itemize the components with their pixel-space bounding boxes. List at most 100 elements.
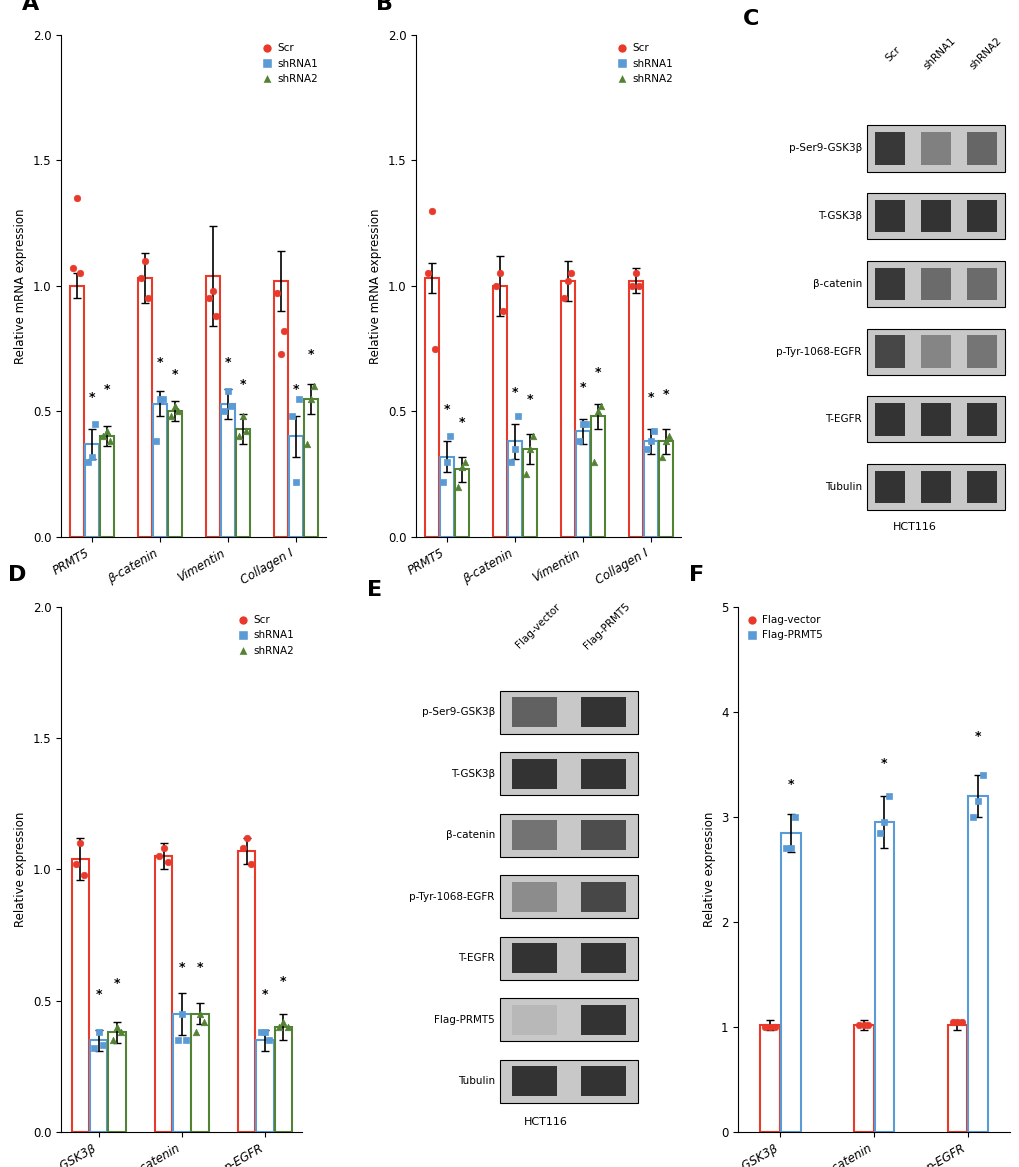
Point — [87, 1039, 103, 1057]
Point — [457, 452, 473, 470]
Y-axis label: Relative mRNA expression: Relative mRNA expression — [14, 208, 28, 364]
Point — [782, 839, 798, 858]
Point — [155, 839, 171, 858]
Point — [969, 791, 985, 810]
Point — [269, 284, 285, 302]
Bar — [274, 1027, 291, 1132]
Bar — [581, 759, 626, 789]
Point — [113, 1022, 129, 1041]
Bar — [512, 881, 556, 911]
Text: HCT116: HCT116 — [524, 1117, 568, 1127]
Point — [243, 854, 259, 873]
Bar — [512, 1065, 556, 1096]
Point — [170, 401, 186, 420]
Point — [639, 440, 655, 459]
Y-axis label: Relative expression: Relative expression — [14, 812, 28, 927]
Text: *: * — [239, 378, 246, 391]
Bar — [69, 286, 84, 537]
Point — [555, 289, 572, 308]
Bar — [873, 822, 894, 1132]
Bar — [866, 260, 1004, 307]
Bar — [581, 1065, 626, 1096]
Point — [95, 1036, 111, 1055]
Text: *: * — [96, 987, 102, 1000]
Point — [491, 264, 507, 282]
Bar — [967, 796, 986, 1132]
Text: HCT116: HCT116 — [892, 522, 935, 532]
Bar — [581, 1005, 626, 1035]
Bar — [658, 441, 673, 537]
Text: B: B — [376, 0, 393, 14]
Text: *: * — [647, 391, 653, 404]
Text: *: * — [458, 415, 465, 429]
Bar — [874, 471, 904, 503]
Text: *: * — [197, 962, 203, 974]
Point — [84, 447, 100, 466]
Point — [964, 808, 980, 826]
Point — [592, 397, 608, 415]
Text: *: * — [974, 731, 980, 743]
Text: *: * — [224, 356, 231, 369]
Point — [502, 452, 519, 470]
Bar — [874, 132, 904, 165]
Text: *: * — [262, 987, 268, 1000]
Bar — [424, 279, 438, 537]
Bar — [866, 193, 1004, 239]
Point — [859, 1015, 875, 1034]
Bar — [575, 432, 589, 537]
Point — [441, 427, 458, 446]
Text: *: * — [787, 777, 793, 791]
Point — [284, 407, 301, 426]
Point — [216, 401, 232, 420]
Bar — [866, 125, 1004, 172]
Point — [177, 1030, 194, 1049]
Bar — [866, 329, 1004, 375]
Bar — [920, 267, 950, 300]
Point — [756, 1018, 772, 1036]
Bar — [512, 698, 556, 727]
Point — [944, 1012, 960, 1032]
Point — [99, 422, 115, 441]
Bar — [220, 404, 234, 537]
Point — [574, 414, 590, 433]
Text: *: * — [511, 386, 518, 399]
Bar — [206, 275, 220, 537]
Text: β-catenin: β-catenin — [445, 830, 494, 840]
Point — [488, 277, 504, 295]
Bar — [920, 471, 950, 503]
Bar — [920, 132, 950, 165]
Point — [87, 414, 103, 433]
Point — [159, 852, 175, 871]
Point — [642, 432, 658, 450]
Text: Flag-PRMT5: Flag-PRMT5 — [582, 601, 632, 651]
Point — [299, 434, 315, 453]
Point — [133, 270, 150, 288]
Point — [949, 1012, 965, 1032]
Bar — [499, 998, 638, 1041]
Bar — [874, 267, 904, 300]
Point — [163, 407, 179, 426]
Point — [137, 251, 153, 270]
Bar — [522, 449, 536, 537]
Bar — [874, 200, 904, 232]
Point — [953, 1012, 969, 1032]
Point — [645, 422, 661, 441]
Text: Scr: Scr — [882, 44, 902, 63]
Point — [510, 407, 526, 426]
Point — [423, 201, 439, 219]
Text: C: C — [742, 9, 758, 29]
Text: β-catenin: β-catenin — [812, 279, 861, 289]
Point — [287, 473, 304, 491]
Text: T-GSK3β: T-GSK3β — [817, 211, 861, 222]
Point — [81, 452, 97, 470]
Point — [76, 866, 93, 885]
Bar — [920, 335, 950, 368]
Point — [303, 390, 319, 408]
Point — [521, 440, 537, 459]
Point — [105, 1030, 121, 1049]
Text: *: * — [526, 393, 533, 406]
Point — [72, 833, 89, 852]
Point — [525, 427, 541, 446]
Point — [173, 1005, 190, 1023]
Legend: Scr, shRNA1, shRNA2: Scr, shRNA1, shRNA2 — [613, 40, 676, 86]
